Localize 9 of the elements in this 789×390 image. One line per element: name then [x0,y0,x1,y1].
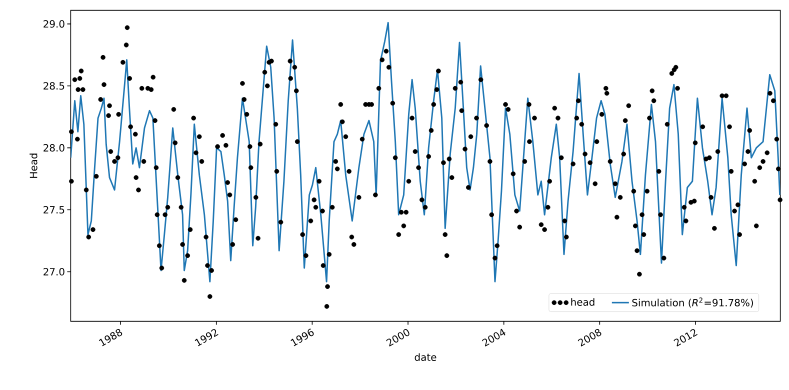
y-tick-label: 27.5 [44,206,64,214]
y-tick-label: 28.5 [44,82,64,90]
y-tick-label: 29.0 [44,20,64,28]
y-tick-label: 27.0 [44,268,64,276]
y-tick-label: 28.0 [44,144,64,152]
legend-label: Simulation (R$^{2}$=91.78%) [632,298,753,308]
legend-label: head [571,298,594,306]
x-axis-title: date [414,353,436,361]
y-axis-title: Head [30,154,38,178]
